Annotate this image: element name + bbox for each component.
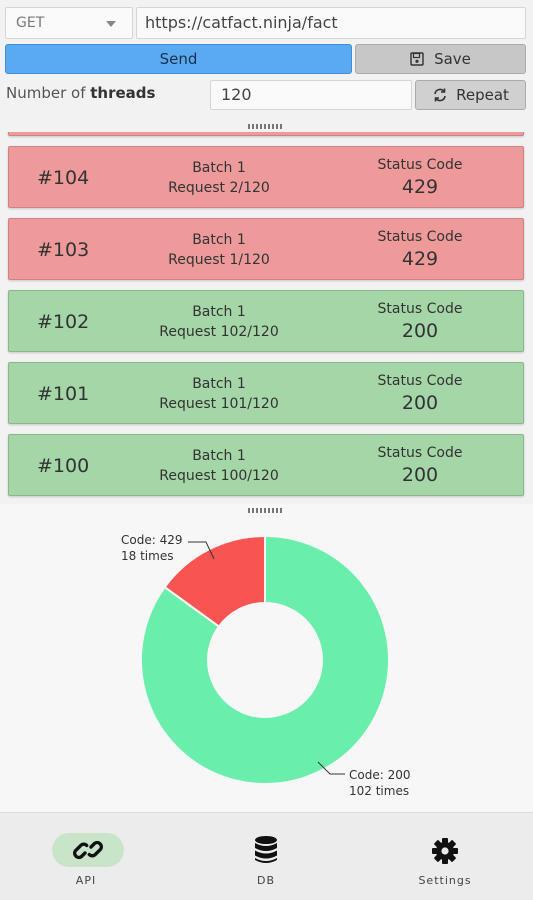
result-card[interactable]: #101 Batch 1 Request 101/120 Status Code 200: [8, 362, 524, 424]
result-request-label: Request 1/120: [168, 252, 270, 268]
result-batch-label: Batch 1: [192, 448, 246, 464]
result-id: #103: [37, 239, 90, 261]
repeat-icon: [434, 88, 446, 102]
result-batch: Batch 1 Request 2/120: [119, 158, 319, 198]
nav-label-db: DB: [256, 874, 276, 887]
result-request-label: Request 101/120: [159, 396, 279, 412]
result-id: #104: [37, 167, 90, 189]
result-status-code: 200: [401, 392, 439, 414]
method-select[interactable]: GET: [5, 7, 133, 39]
threads-label-bold: threads: [90, 84, 156, 102]
slice-label-429-count: 18 times: [121, 549, 173, 563]
floppy-disk-icon: [410, 52, 424, 66]
result-id: #102: [37, 311, 90, 333]
slice-label-line-200: [317, 761, 345, 775]
result-batch: Batch 1 Request 101/120: [119, 374, 319, 414]
result-request-label: Request 2/120: [168, 180, 270, 196]
result-status-label: Status Code: [377, 445, 463, 461]
result-batch: Batch 1 Request 100/120: [119, 446, 319, 486]
result-batch: Batch 1 Request 1/120: [119, 230, 319, 270]
result-status-label: Status Code: [377, 373, 463, 389]
result-status-label: Status Code: [377, 157, 463, 173]
result-card[interactable]: #100 Batch 1 Request 100/120 Status Code 200: [8, 434, 524, 496]
result-request-label: Request 102/120: [159, 324, 279, 340]
threads-label: Number of threads: [6, 84, 155, 102]
threads-input[interactable]: 120: [210, 80, 412, 110]
result-card[interactable]: #103 Batch 1 Request 1/120 Status Code 429: [8, 218, 524, 280]
slice-label-200-count: 102 times: [349, 784, 409, 798]
result-card[interactable]: #104 Batch 1 Request 2/120 Status Code 429: [8, 146, 524, 208]
result-status-label: Status Code: [377, 301, 463, 317]
result-batch-label: Batch 1: [192, 376, 246, 392]
result-card[interactable]: #102 Batch 1 Request 102/120 Status Code 200: [8, 290, 524, 352]
bottom-nav: API DB Settings: [0, 812, 533, 900]
result-batch-label: Batch 1: [192, 232, 246, 248]
result-status: Status Code 200: [359, 445, 481, 486]
database-icon: [255, 836, 277, 863]
result-batch-label: Batch 1: [192, 304, 246, 320]
result-status: Status Code 429: [359, 157, 481, 198]
link-icon: [73, 840, 103, 860]
threads-label-prefix: Number of: [6, 84, 91, 102]
save-button[interactable]: Save: [355, 44, 526, 74]
send-button[interactable]: Send: [5, 44, 352, 74]
nav-label-api: API: [75, 874, 97, 887]
send-button-label: Send: [159, 50, 198, 68]
result-status-code: 200: [401, 464, 439, 486]
result-status-code: 200: [401, 320, 439, 342]
chart-resize-handle[interactable]: [248, 508, 284, 513]
results-resize-handle[interactable]: [248, 124, 284, 129]
result-batch: Batch 1 Request 102/120: [119, 302, 319, 342]
chevron-down-icon: [106, 21, 116, 27]
slice-label-line-429: [188, 541, 215, 560]
nav-item-db[interactable]: DB: [196, 813, 336, 900]
threads-value: 120: [221, 85, 252, 104]
result-status-code: 429: [401, 248, 439, 270]
method-value: GET: [16, 15, 45, 31]
repeat-button-label: Repeat: [456, 86, 509, 104]
result-id: #101: [37, 383, 90, 405]
slice-label-200-code: Code: 200: [349, 768, 410, 782]
result-request-label: Request 100/120: [159, 468, 279, 484]
url-input[interactable]: https://catfact.ninja/fact: [136, 7, 526, 39]
nav-item-settings[interactable]: Settings: [375, 813, 515, 900]
result-status: Status Code 200: [359, 301, 481, 342]
donut-slice: [163, 534, 266, 628]
result-batch-label: Batch 1: [192, 160, 246, 176]
result-status-code: 429: [401, 176, 439, 198]
nav-label-settings: Settings: [418, 874, 472, 887]
url-value: https://catfact.ninja/fact: [145, 13, 338, 32]
result-status: Status Code 200: [359, 373, 481, 414]
nav-item-api[interactable]: API: [16, 813, 156, 900]
save-button-label: Save: [434, 50, 471, 68]
repeat-button[interactable]: Repeat: [415, 80, 526, 110]
slice-label-429-code: Code: 429: [121, 533, 182, 547]
result-status: Status Code 429: [359, 229, 481, 270]
nav-active-indicator: [52, 833, 124, 867]
status-chart: Code: 200 102 times Code: 429 18 times: [0, 504, 533, 812]
result-id: #100: [37, 455, 90, 477]
donut-slice: [140, 534, 390, 785]
result-status-label: Status Code: [377, 229, 463, 245]
gear-icon: [432, 838, 458, 864]
status-donut-chart: Code: 200 102 times Code: 429 18 times: [121, 533, 410, 798]
